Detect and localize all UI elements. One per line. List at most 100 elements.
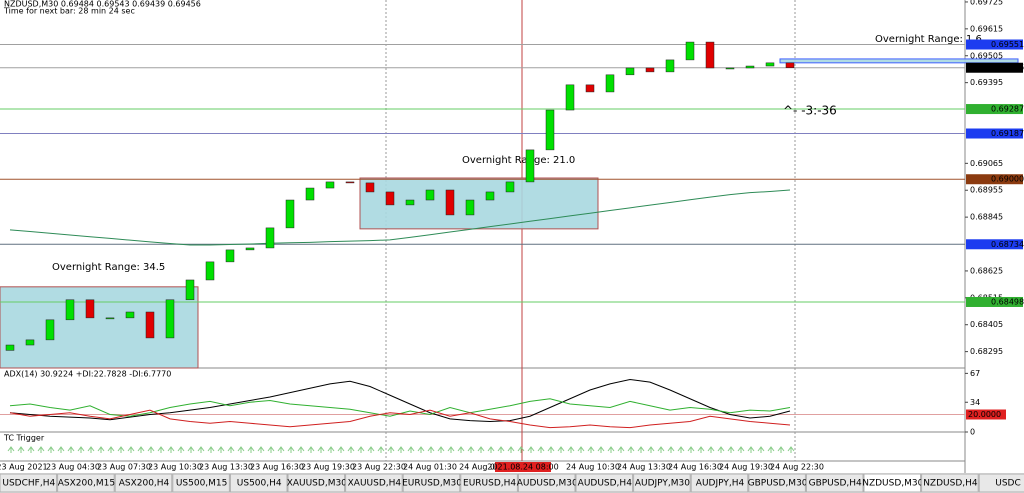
tc-arrow: [657, 446, 665, 453]
x-tick-label: 23 Aug 07:30: [97, 463, 151, 472]
candle: [345, 181, 355, 184]
x-tick-label: 24 Aug 04:: [459, 463, 503, 472]
tc-arrow: [117, 446, 125, 453]
level-label: 0.68734: [991, 240, 1024, 249]
candle: [385, 191, 395, 206]
tab[interactable]: USDCHF,H4: [0, 473, 58, 493]
tab[interactable]: EURUSD,H4: [460, 473, 518, 493]
y-tick-label: 0.68845: [970, 213, 1003, 222]
level-tag: [966, 174, 1023, 185]
tab-label[interactable]: US500,H4: [237, 479, 282, 489]
tc-arrow: [317, 446, 325, 453]
tc-arrow: [287, 446, 295, 453]
tab[interactable]: XAUUSD,M30: [287, 473, 347, 493]
tab[interactable]: ASX200,M15: [57, 473, 115, 493]
tab[interactable]: NZDUSD,H4: [921, 473, 979, 493]
candle: [85, 299, 95, 319]
candle: [745, 65, 755, 69]
candle: [25, 339, 35, 346]
tab-label[interactable]: EURUSD,M30: [402, 479, 462, 489]
tab-label[interactable]: NZDUSD,H4: [923, 479, 978, 489]
x-tick-label: 24 Aug 01:30: [403, 463, 457, 472]
tab[interactable]: AUDJPY,M30: [633, 473, 691, 493]
level-tag: [966, 296, 1023, 307]
tc-arrow: [537, 446, 545, 453]
tab-label[interactable]: NZDUSD,M30: [862, 479, 923, 489]
tab[interactable]: ASX200,H4: [114, 473, 173, 493]
tc-arrow: [137, 446, 145, 453]
tab[interactable]: USDC: [978, 473, 1024, 493]
tc-arrow: [157, 446, 165, 453]
tab-label[interactable]: GBPUSD,H4: [809, 479, 862, 489]
candle: [425, 189, 435, 201]
level-label: 0.69287: [991, 105, 1024, 114]
candle: [365, 182, 375, 193]
tc-arrow: [387, 446, 395, 453]
tc-arrow: [227, 446, 235, 453]
tc-arrow: [687, 446, 695, 453]
tab[interactable]: GBPUSD,M30: [748, 473, 808, 493]
tab-label[interactable]: AUDUSD,M30: [517, 479, 578, 489]
tab-label[interactable]: ASX200,H4: [119, 479, 170, 489]
tab-bg: [921, 473, 979, 493]
range-box: [779, 58, 1019, 64]
candle: [545, 109, 555, 151]
candle: [685, 41, 695, 61]
y-tick-label: 0.68955: [970, 186, 1003, 195]
tc-arrow: [247, 446, 255, 453]
tc-arrow: [577, 446, 585, 453]
level-tag: [966, 62, 1023, 73]
tab[interactable]: EURUSD,M30: [402, 473, 462, 493]
tab-label[interactable]: ASX200,M15: [58, 479, 115, 489]
tab[interactable]: GBPUSD,H4: [805, 473, 864, 493]
tab-label[interactable]: USDCHF,H4: [2, 479, 55, 489]
tab-label[interactable]: AUDJPY,H4: [696, 479, 745, 489]
tab-label[interactable]: EURUSD,H4: [463, 479, 516, 489]
tab-label[interactable]: US500,M15: [176, 479, 228, 489]
tc-arrow: [47, 446, 55, 453]
candle: [305, 187, 315, 201]
tc-arrow: [747, 446, 755, 453]
x-tick-label: 23 Aug 19:30: [301, 463, 355, 472]
level-tag: [966, 409, 1006, 420]
y-tick-label: 34: [970, 398, 980, 407]
tab-label[interactable]: AUDUSD,H4: [578, 479, 633, 489]
candle: [165, 299, 175, 339]
candle: [285, 199, 295, 229]
x-tick-label: 24 Aug 16:30: [668, 463, 722, 472]
tab[interactable]: AUDUSD,H4: [575, 473, 634, 493]
tc-arrow: [197, 446, 205, 453]
tab[interactable]: XAUUSD,H4: [345, 473, 403, 493]
tc-arrow: [27, 446, 35, 453]
tab-bg: [863, 473, 922, 493]
tc-arrow: [297, 446, 305, 453]
moving-average: [9, 189, 791, 246]
tab-label[interactable]: USDC: [995, 479, 1021, 489]
tc-arrow: [7, 446, 15, 453]
tab-bg: [345, 473, 403, 493]
tc-arrow: [767, 446, 775, 453]
adx-title: ADX(14) 30.9224 +DI:22.7828 -DI:6.7770: [4, 370, 171, 379]
tab[interactable]: AUDJPY,H4: [690, 473, 749, 493]
candle: [725, 67, 735, 70]
candle: [105, 317, 115, 320]
x-tick-label: 24 Aug 22:30: [770, 463, 824, 472]
tab-label[interactable]: AUDJPY,M30: [635, 479, 690, 489]
y-tick-label: 0.68295: [970, 347, 1003, 356]
tc-arrow: [497, 446, 505, 453]
tc-arrow: [487, 446, 495, 453]
tc-arrow: [427, 446, 435, 453]
tab[interactable]: US500,H4: [229, 473, 288, 493]
tab-label[interactable]: XAUUSD,M30: [287, 479, 347, 489]
tc-arrow: [97, 446, 105, 453]
tab[interactable]: NZDUSD,M30: [862, 473, 924, 493]
level-label: 0.69187: [991, 129, 1024, 138]
tc-arrow: [467, 446, 475, 453]
tc-arrow: [477, 446, 485, 453]
tab[interactable]: US500,M15: [172, 473, 230, 493]
candle: [705, 41, 715, 69]
tab[interactable]: AUDUSD,M30: [517, 473, 578, 493]
tab-label[interactable]: GBPUSD,M30: [748, 479, 808, 489]
annotation: ^- -3:-36: [783, 104, 837, 118]
tab-label[interactable]: XAUUSD,H4: [348, 479, 402, 489]
